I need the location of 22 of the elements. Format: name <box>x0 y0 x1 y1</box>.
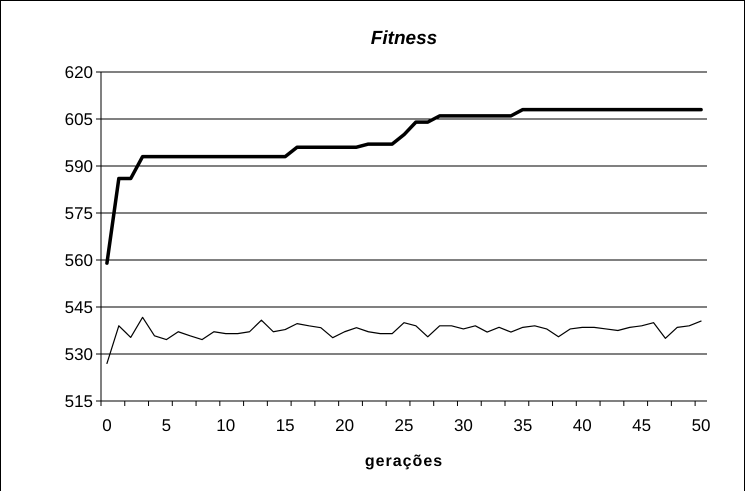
x-tick-label: 40 <box>572 416 592 435</box>
line-series <box>105 108 703 265</box>
y-tick-label: 575 <box>64 204 93 223</box>
x-tick-label: 35 <box>513 416 532 435</box>
y-tick-label: 620 <box>64 62 93 82</box>
y-tick-label: 590 <box>64 156 93 176</box>
y-tick-label: 560 <box>64 250 93 270</box>
x-tick-label: 0 <box>102 416 112 435</box>
x-tick-label: 15 <box>276 416 295 435</box>
x-tick-label: 50 <box>692 416 711 435</box>
x-tick-label: 5 <box>162 416 172 435</box>
x-axis-title: gerações <box>364 453 444 470</box>
chart-title: Fitness <box>370 28 438 49</box>
x-tick-label: 45 <box>632 416 652 435</box>
x-tick-label: 30 <box>454 416 473 435</box>
x-tick-label: 25 <box>394 416 414 435</box>
y-tick-label: 605 <box>64 110 93 129</box>
y-tick-label: 515 <box>64 392 93 411</box>
x-tick-label: 20 <box>335 416 354 435</box>
y-tick-label: 530 <box>64 344 93 364</box>
x-tick-label: 10 <box>216 416 236 435</box>
y-tick-label: 545 <box>64 298 93 317</box>
